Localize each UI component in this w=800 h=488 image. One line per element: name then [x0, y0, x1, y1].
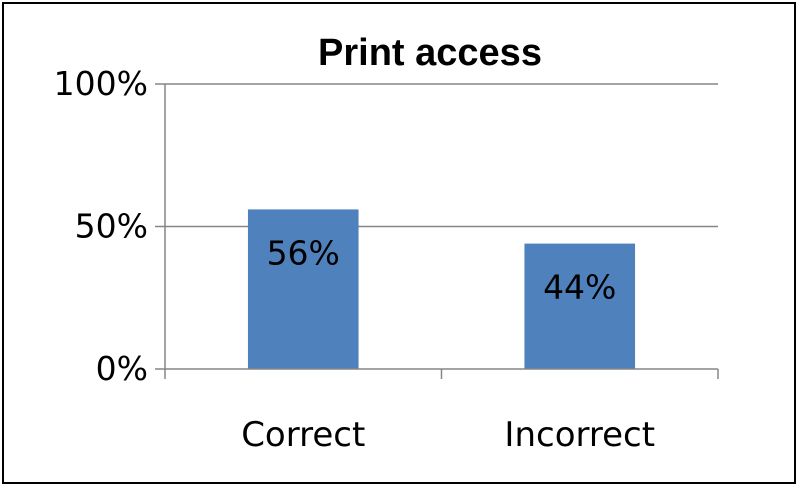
gridlines [165, 83, 718, 228]
data-label-incorrect: 44% [543, 268, 616, 307]
data-label-correct: 56% [267, 233, 340, 272]
y-tick-label: 0% [96, 349, 148, 388]
bars [247, 209, 636, 369]
chart-title: Print access [318, 32, 542, 74]
category-label-correct: Correct [241, 415, 365, 455]
bar-incorrect [524, 243, 636, 369]
category-label-incorrect: Incorrect [504, 415, 655, 455]
labels: 0% 50% 100% 56% Correct 44% Incorrect [54, 64, 655, 455]
y-tick-label: 100% [54, 64, 148, 103]
axes [155, 83, 719, 379]
bar-correct [247, 209, 359, 369]
y-tick-label: 50% [75, 207, 148, 246]
